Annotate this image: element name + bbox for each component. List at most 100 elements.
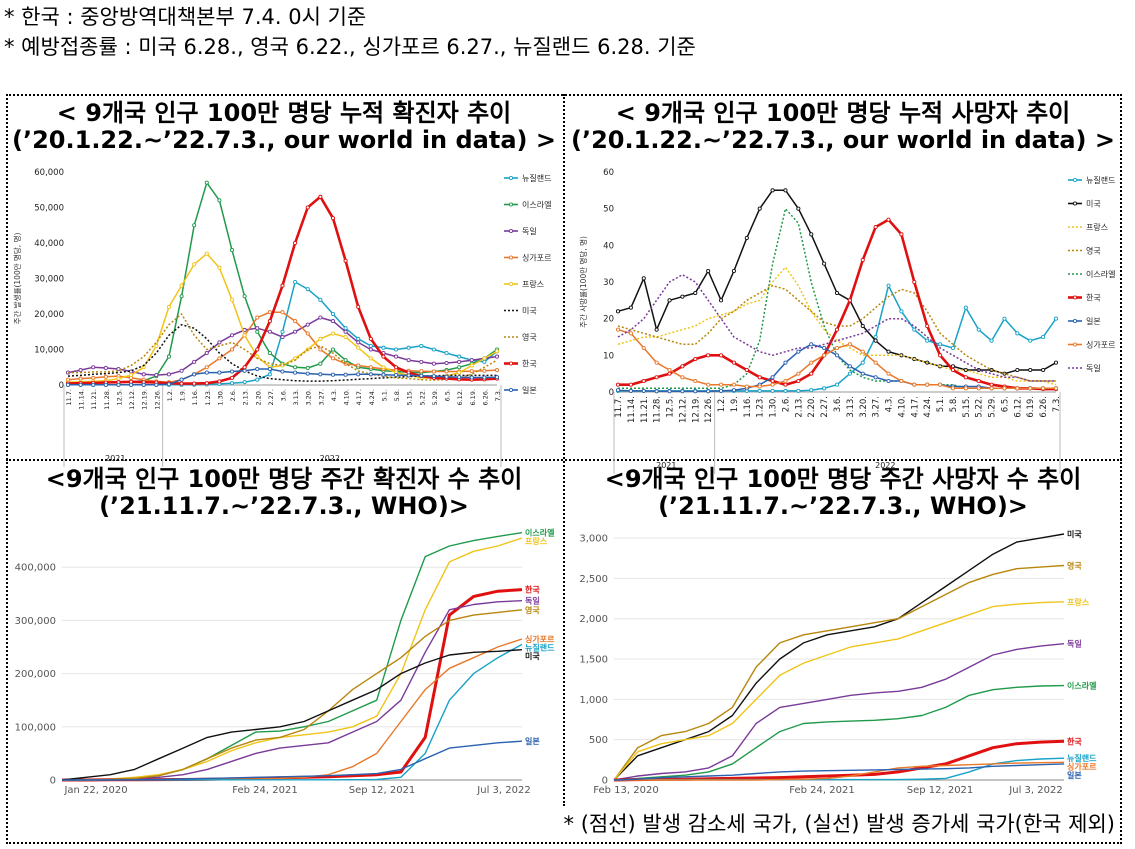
data-point-일본 [280,369,285,374]
data-point-일본 [809,342,814,347]
x-tick-label: 11.7. [614,396,624,418]
data-point-한국 [654,375,659,380]
data-point-일본 [343,372,348,377]
data-point-미국 [719,298,724,303]
data-point-일본 [394,373,399,378]
data-point-한국 [356,304,361,309]
legend-marker-일본 [1072,318,1078,324]
data-point-뉴질랜드 [1028,338,1033,343]
data-point-일본 [706,389,711,394]
data-point-싱가포르 [731,382,736,387]
data-point-일본 [78,382,83,387]
data-point-일본 [628,388,633,393]
x-tick-label: 12.12. [678,396,688,423]
title-weekly-deaths-line1: <9개국 인구 100만 명당 주간 사망자 수 추이 [604,465,1082,493]
data-point-한국 [394,365,399,370]
x-tick-label: 3.6. [833,396,843,412]
data-point-일본 [783,360,788,365]
data-point-미국 [744,235,749,241]
x-tick-label: 2.13. [794,396,804,418]
data-point-뉴질랜드 [330,311,336,317]
data-point-한국 [641,378,646,384]
y-tick-label: 60 [603,168,614,178]
x-tick-label: 1.16. [743,396,753,418]
data-point-이스라엘 [293,365,298,370]
series-line-한국 [67,195,498,385]
data-point-독일 [494,354,500,359]
y-tick-label: 40,000 [34,239,64,249]
series-line-미국 [61,649,523,781]
x-tick-label: 1.30. [216,389,224,406]
data-point-프랑스 [229,297,235,302]
x-tick-label: 1.2. [166,389,174,401]
x-tick-label: 3.20. [305,389,313,406]
data-point-싱가포르 [744,384,749,389]
data-point-뉴질랜드 [822,386,827,391]
data-point-일본 [693,389,698,394]
y-tick-label: 10 [603,351,614,361]
data-point-한국 [925,323,930,329]
title-cumulative-deaths-line2: (’20.1.22.~’22.7.3., our world in data) … [571,126,1115,154]
x-tick-label: 12.19. [691,396,701,423]
legend-marker-뉴질랜드 [508,175,514,181]
x-tick-label: 4.3. [885,396,895,412]
end-label-미국: 미국 [1067,529,1082,539]
data-point-뉴질랜드 [394,347,399,352]
data-point-미국 [834,290,840,296]
data-point-뉴질랜드 [989,338,994,343]
data-point-뉴질랜드 [963,305,968,310]
data-point-한국 [229,375,235,380]
series-line-이스라엘 [618,207,1056,390]
data-point-뉴질랜드 [368,343,373,348]
x-tick-label: 3.6. [280,389,288,401]
x-tick-label: Sep 12, 2021 [907,785,974,796]
data-point-미국 [1028,367,1033,373]
data-point-독일 [406,358,411,363]
data-point-뉴질랜드 [406,345,411,350]
end-label-미국: 미국 [525,651,540,661]
data-point-싱가포르 [873,360,878,365]
data-point-독일 [318,315,323,320]
data-point-싱가포르 [469,369,474,374]
series-line-독일 [613,643,1065,781]
year-label: 2021 [105,454,125,463]
data-point-미국 [706,268,711,274]
data-point-싱가포르 [1053,386,1059,391]
end-label-싱가포르: 싱가포르 [1067,762,1097,772]
data-point-일본 [267,366,272,372]
data-point-미국 [654,327,659,332]
data-point-일본 [667,389,672,394]
data-point-한국 [680,364,685,369]
x-tick-label: 2.27. [820,396,830,418]
data-point-일본 [229,369,235,374]
data-point-싱가포르 [330,356,336,361]
data-point-미국 [667,298,672,303]
panel-divider-horizontal [6,459,1122,461]
data-point-미국 [628,305,633,310]
x-tick-label: 3.13. [846,396,856,418]
y-tick-label: 60,000 [34,168,64,178]
chart-weekly-deaths: 0 500 1,000 1,500 2,000 2,500 3,000 Feb 13, 202… [579,529,1097,796]
data-point-일본 [293,370,298,375]
y-tick-label: 400,000 [15,563,56,574]
data-point-한국 [255,347,260,352]
data-point-미국 [757,206,762,211]
legend-marker-싱가포르 [1072,342,1078,347]
title-weekly-deaths-line2: (’21.11.7.~’22.7.3., WHO)> [658,492,1028,520]
data-point-프랑스 [154,343,159,348]
data-point-일본 [217,370,222,375]
data-point-싱가포르 [706,382,711,387]
x-tick-label: 1.23. [204,389,212,406]
data-point-싱가포르 [809,360,814,365]
data-point-독일 [419,359,424,364]
x-tick-label: 11.28. [103,389,111,410]
data-point-싱가포르 [834,345,840,351]
data-point-이스라엘 [457,365,462,370]
data-point-한국 [267,319,272,324]
data-point-프랑스 [330,331,336,336]
series-line-싱가포르 [614,761,1065,781]
data-point-프랑스 [381,365,386,370]
data-point-싱가포르 [899,378,904,384]
data-point-독일 [293,329,298,334]
data-point-뉴질랜드 [343,326,348,331]
